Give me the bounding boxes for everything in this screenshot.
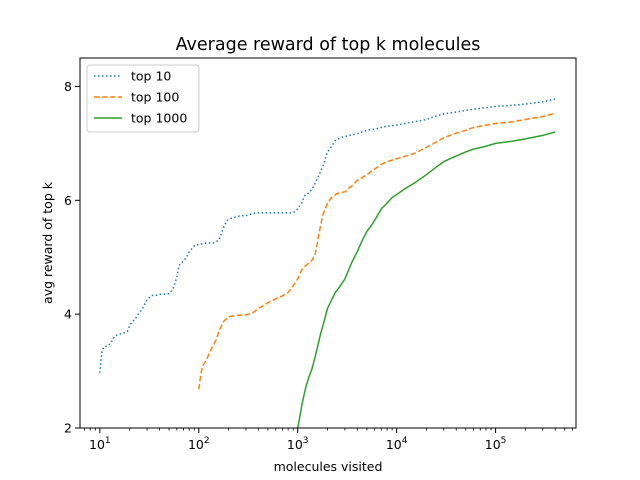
y-axis-label: avg reward of top k: [40, 181, 55, 304]
legend: top 10 top 100 top 1000: [86, 64, 200, 133]
y-tick-label: 2: [64, 421, 72, 436]
x-tick-label: 103: [287, 436, 309, 452]
x-axis-label: molecules visited: [274, 459, 383, 474]
y-tick-label: 6: [64, 193, 72, 208]
series-line-top-10: [99, 98, 556, 373]
legend-label: top 1000: [131, 111, 187, 126]
x-tick-label: 101: [89, 436, 111, 452]
series-line-top-100: [198, 112, 556, 390]
x-axis: 101 102 103 104 105: [84, 428, 573, 452]
chart-title: Average reward of top k molecules: [176, 35, 481, 55]
legend-label: top 100: [131, 90, 179, 105]
x-tick-label: 105: [485, 436, 507, 452]
x-tick-label: 102: [188, 436, 210, 452]
series-line-top-1000: [296, 131, 556, 429]
y-axis: 2 4 6 8: [64, 79, 80, 436]
legend-label: top 10: [131, 69, 171, 84]
legend-box: [86, 64, 200, 133]
y-tick-label: 8: [64, 79, 72, 94]
y-tick-label: 4: [64, 307, 72, 322]
plot-frame: [79, 57, 577, 429]
x-tick-label: 104: [386, 436, 408, 452]
series-layer: [99, 98, 556, 429]
